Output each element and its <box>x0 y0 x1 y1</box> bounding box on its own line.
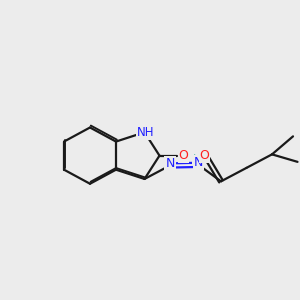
Text: N: N <box>165 157 175 169</box>
Text: NH: NH <box>137 126 155 140</box>
Text: O: O <box>200 149 209 162</box>
Text: H: H <box>193 154 201 164</box>
Text: O: O <box>178 149 188 162</box>
Text: N: N <box>194 156 203 169</box>
